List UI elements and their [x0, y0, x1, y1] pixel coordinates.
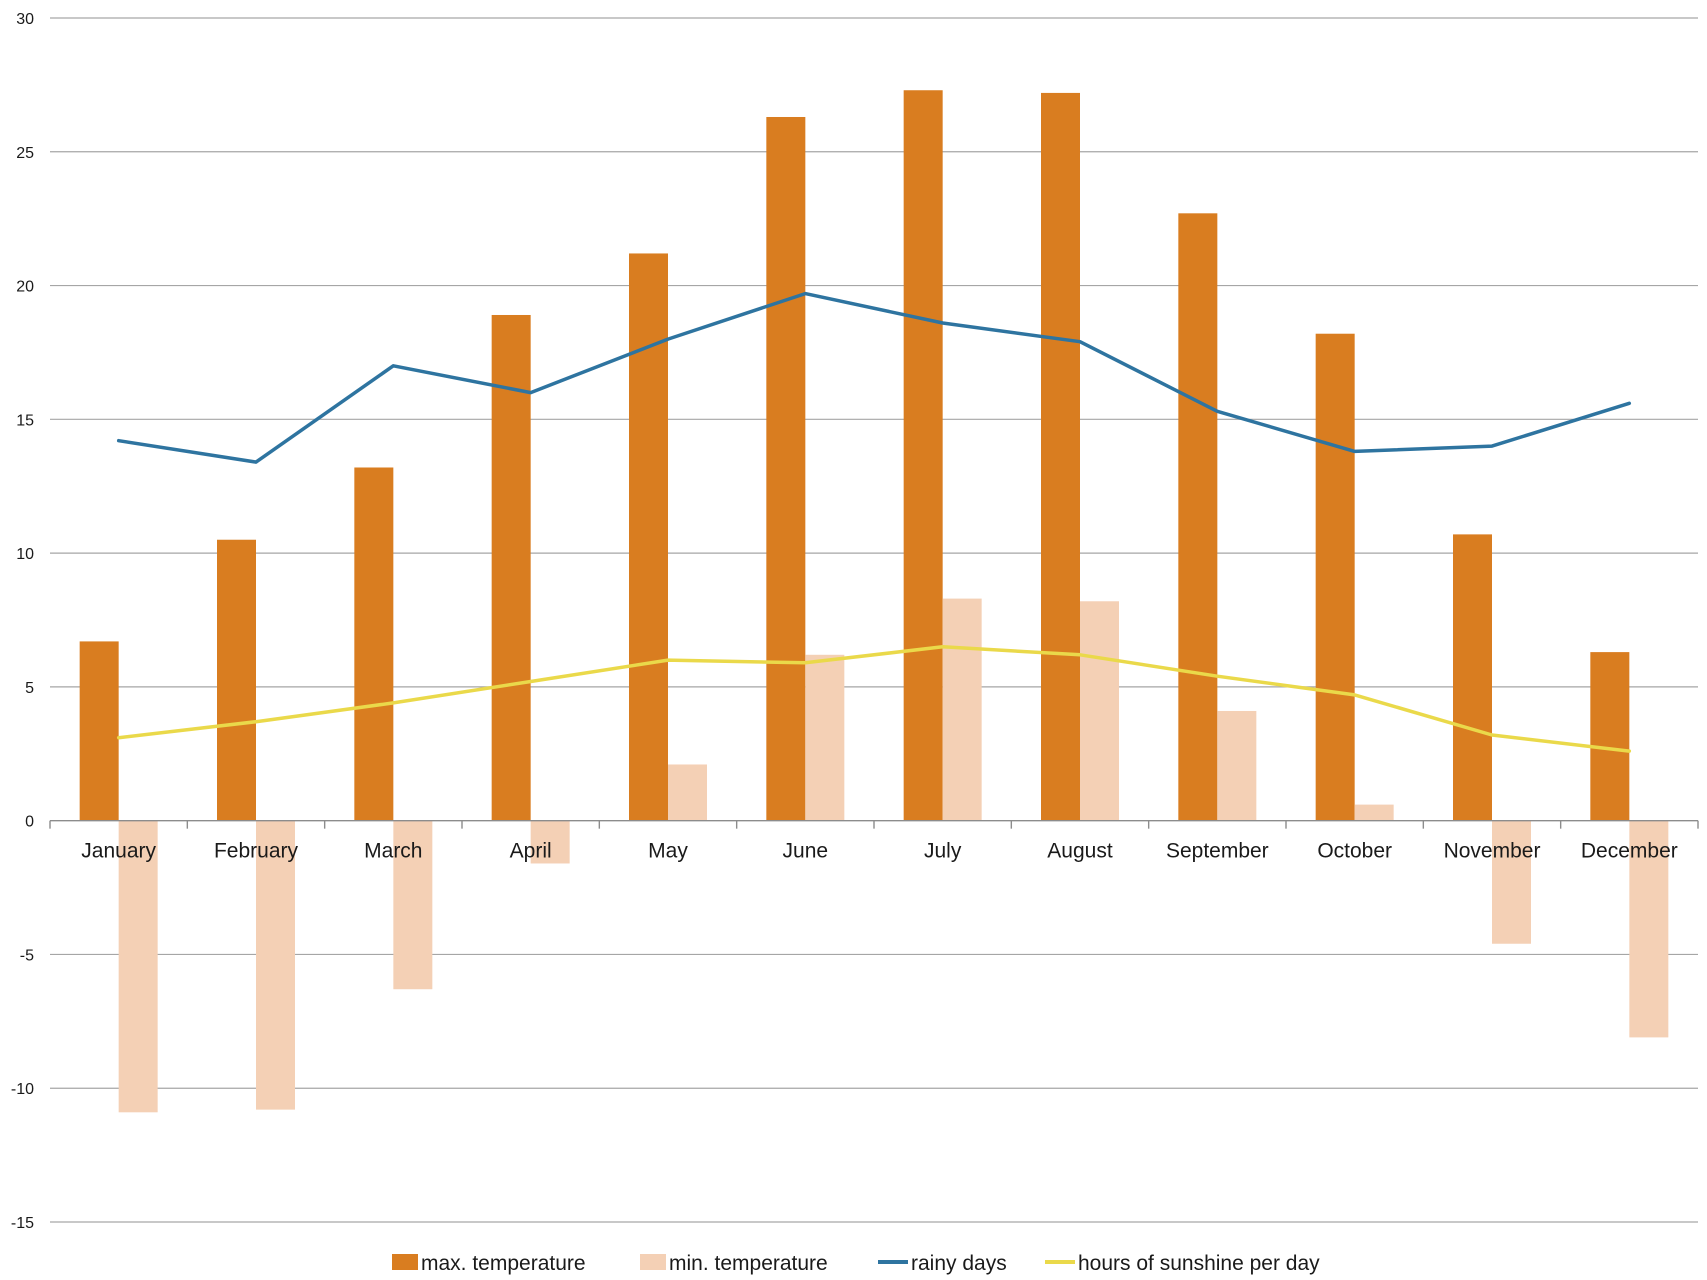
x-tick-label: October: [1317, 840, 1392, 863]
x-tick-label: December: [1581, 840, 1678, 863]
line-sunshine-hours: [116, 645, 1632, 753]
y-tick-label: 20: [16, 279, 34, 296]
bar-min-temperature: [1217, 710, 1257, 821]
x-tick-label: July: [924, 840, 962, 863]
legend-swatch: [640, 1254, 666, 1270]
x-tick-label: September: [1166, 840, 1269, 863]
bar-min-temperature: [942, 598, 982, 821]
y-tick-label: 30: [16, 11, 34, 28]
x-tick-label: June: [783, 840, 829, 863]
y-tick-label: -10: [11, 1081, 34, 1098]
bar-max-temperature: [217, 539, 256, 821]
bar-max-temperature: [1453, 534, 1492, 821]
bars: [79, 90, 1669, 1113]
y-tick-label: -5: [20, 947, 34, 964]
bar-min-temperature: [1492, 820, 1531, 944]
x-tick-label: May: [648, 840, 688, 863]
bar-max-temperature: [629, 253, 668, 821]
bar-max-temperature: [491, 314, 531, 821]
bar-max-temperature: [1178, 213, 1218, 821]
legend-label: max. temperature: [421, 1252, 586, 1275]
bar-min-temperature: [256, 820, 295, 1110]
x-tick-label: November: [1444, 840, 1541, 863]
y-tick-label: 5: [25, 680, 34, 697]
bar-max-temperature: [79, 641, 119, 821]
legend-label: min. temperature: [669, 1252, 828, 1275]
x-axis: [49, 819, 1699, 829]
bar-max-temperature: [1315, 333, 1355, 821]
x-axis-ticks: January February March April May June July Augu…: [81, 840, 1677, 863]
bar-max-temperature: [1590, 652, 1630, 821]
legend: max. temperature min. temperature rainy da…: [392, 1252, 1320, 1275]
x-tick-label: February: [214, 840, 299, 863]
bar-min-temperature: [393, 820, 433, 990]
bar-max-temperature: [766, 116, 806, 821]
bar-min-temperature: [1629, 820, 1669, 1038]
bar-min-temperature: [668, 764, 707, 821]
y-tick-label: 25: [16, 145, 34, 162]
bar-min-temperature: [1080, 601, 1119, 821]
legend-swatch: [392, 1254, 418, 1270]
bar-max-temperature: [354, 467, 394, 821]
bar-min-temperature: [1354, 804, 1394, 821]
y-tick-label: -15: [11, 1215, 34, 1232]
bar-min-temperature: [805, 654, 845, 821]
y-tick-label: 0: [25, 814, 34, 831]
y-tick-label: 15: [16, 412, 34, 429]
line-rainy-days: [116, 291, 1632, 464]
y-tick-label: 10: [16, 546, 34, 563]
x-tick-label: August: [1047, 840, 1113, 863]
x-tick-label: January: [81, 840, 156, 863]
gridlines: [50, 17, 1698, 1223]
x-tick-label: March: [364, 840, 422, 863]
bar-min-temperature: [118, 820, 158, 1113]
legend-label: rainy days: [911, 1252, 1007, 1275]
legend-label: hours of sunshine per day: [1078, 1252, 1320, 1275]
bar-max-temperature: [903, 90, 943, 821]
bar-max-temperature: [1041, 92, 1080, 821]
lines: [116, 291, 1632, 753]
x-tick-label: April: [510, 840, 552, 863]
y-axis-ticks: 30 25 20 15 10 5 0 -5 -10 -15: [11, 11, 34, 1232]
bar-min-temperature: [530, 820, 570, 864]
